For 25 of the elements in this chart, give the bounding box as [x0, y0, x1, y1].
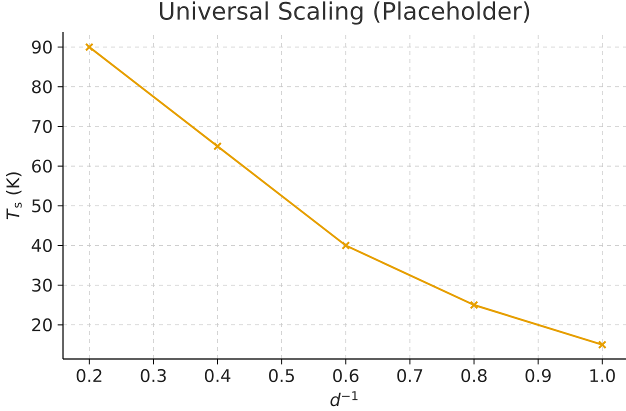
point — [213, 142, 222, 151]
chart-title: Universal Scaling (Placeholder) — [160, 1, 530, 25]
x-tick-label: 0.8 — [461, 369, 487, 382]
point — [341, 241, 350, 250]
x-tick-label: 0.5 — [269, 369, 294, 382]
y-tick-label: 40 — [32, 238, 52, 252]
x-tick-label: 0.4 — [204, 369, 230, 382]
y-tick-label: 70 — [32, 120, 52, 133]
x-tick-label: 0.9 — [526, 369, 551, 382]
x-tick-label: 0.6 — [333, 369, 358, 382]
y-axis-title: T$_{s}$ (K) — [6, 172, 22, 220]
point — [85, 42, 94, 52]
point — [598, 340, 607, 349]
x-axis-title: d$^{−1}$ — [330, 391, 358, 406]
y-tick-label: 80 — [32, 80, 52, 94]
x-tick-label: 0.2 — [76, 369, 102, 382]
y-tick-label: 50 — [32, 199, 52, 212]
y-tick-label: 20 — [32, 318, 52, 332]
x-tick-label: 1.0 — [590, 369, 615, 382]
y-tick-label: 60 — [32, 160, 52, 173]
x-tick-label: 0.3 — [140, 369, 166, 382]
y-tick-label: 90 — [32, 40, 52, 54]
x-tick-label: 0.7 — [397, 369, 422, 382]
y-tick-label: 30 — [32, 278, 52, 292]
point — [470, 300, 478, 310]
